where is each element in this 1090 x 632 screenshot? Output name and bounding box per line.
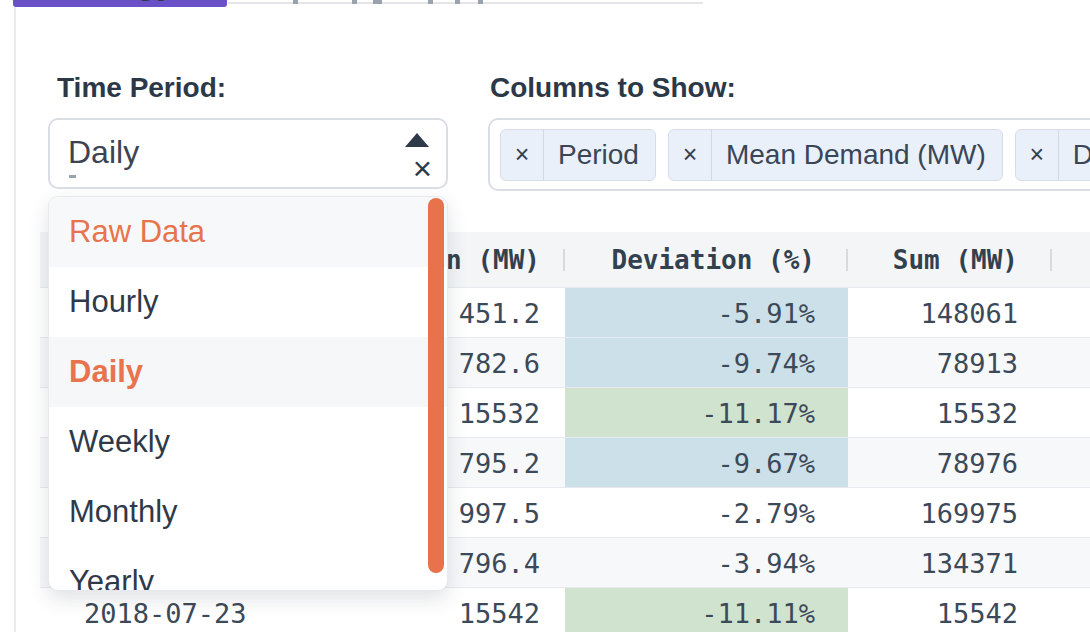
header-divider bbox=[1050, 249, 1052, 271]
cell-deviation: -2.79% bbox=[565, 488, 848, 538]
tabbar-bottom-border bbox=[228, 2, 703, 4]
remove-tag-icon[interactable]: × bbox=[501, 130, 544, 180]
dropdown-option-monthly[interactable]: Monthly bbox=[49, 477, 447, 547]
cell-deviation: -11.11% bbox=[565, 588, 848, 632]
cell-sum: 15532 bbox=[850, 388, 1058, 438]
columns-multiselect[interactable]: × Period × Mean Demand (MW) × Deviation … bbox=[488, 118, 1090, 191]
text-cursor-artifact bbox=[69, 175, 76, 178]
cell-deviation: -9.74% bbox=[565, 338, 848, 388]
tab-text-remnant bbox=[373, 0, 382, 4]
cell-deviation: -5.91% bbox=[565, 288, 848, 338]
cell-mean: 15542 bbox=[40, 588, 540, 632]
tab-text-remnant bbox=[455, 0, 460, 4]
column-tag-mean-demand: × Mean Demand (MW) bbox=[668, 129, 1003, 181]
cell-deviation: -3.94% bbox=[565, 538, 848, 588]
page-left-border bbox=[14, 0, 16, 632]
dropdown-option-weekly[interactable]: Weekly bbox=[49, 407, 447, 477]
tab-text-remnant bbox=[293, 0, 298, 4]
tag-label: Deviation (%) bbox=[1059, 130, 1090, 180]
column-header-sum[interactable]: Sum (MW) bbox=[850, 232, 1058, 287]
tab-text-remnant bbox=[478, 0, 483, 4]
remove-tag-icon[interactable]: × bbox=[669, 130, 712, 180]
tab-label: Energy bbox=[60, 0, 175, 2]
cell-deviation: -11.17% bbox=[565, 388, 848, 438]
dropdown-option-yearly[interactable]: Yearly bbox=[49, 547, 447, 591]
column-tag-period: × Period bbox=[500, 129, 656, 181]
cell-deviation: -9.67% bbox=[565, 438, 848, 488]
time-period-label: Time Period: bbox=[57, 72, 226, 104]
column-header-deviation[interactable]: Deviation (%) bbox=[565, 232, 848, 287]
time-period-select[interactable]: Daily × bbox=[48, 118, 448, 189]
cell-sum: 134371 bbox=[850, 538, 1058, 588]
dropdown-option-raw-data[interactable]: Raw Data bbox=[49, 197, 447, 267]
cell-sum: 169975 bbox=[850, 488, 1058, 538]
tag-label: Period bbox=[544, 130, 655, 180]
dropdown-option-hourly[interactable]: Hourly bbox=[49, 267, 447, 337]
header-divider bbox=[846, 249, 848, 271]
table-row: 2018-07-23 15542 -11.11% 15542 bbox=[40, 587, 1090, 632]
active-tab-label-clipped[interactable]: Energy bbox=[60, 0, 230, 13]
page: Energy n (MW) Deviation (%) Sum (MW) 451… bbox=[0, 0, 1090, 632]
time-period-selected-value: Daily bbox=[68, 134, 139, 171]
columns-to-show-label: Columns to Show: bbox=[490, 72, 736, 104]
dropdown-option-daily[interactable]: Daily bbox=[49, 337, 447, 407]
cell-sum: 78976 bbox=[850, 438, 1058, 488]
chevron-up-icon[interactable] bbox=[405, 133, 429, 147]
clear-selection-icon[interactable]: × bbox=[413, 152, 432, 185]
remove-tag-icon[interactable]: × bbox=[1016, 130, 1059, 180]
tag-label: Mean Demand (MW) bbox=[712, 130, 1002, 180]
tab-text-remnant bbox=[352, 0, 357, 4]
tab-text-remnant bbox=[428, 0, 433, 4]
column-tag-deviation: × Deviation (%) bbox=[1015, 129, 1090, 181]
cell-sum: 78913 bbox=[850, 338, 1058, 388]
cell-sum: 148061 bbox=[850, 288, 1058, 338]
header-divider bbox=[563, 249, 565, 271]
dropdown-scrollbar-thumb[interactable] bbox=[428, 198, 444, 573]
time-period-dropdown: Raw Data Hourly Daily Weekly Monthly Yea… bbox=[48, 196, 448, 591]
cell-sum: 15542 bbox=[850, 588, 1058, 632]
